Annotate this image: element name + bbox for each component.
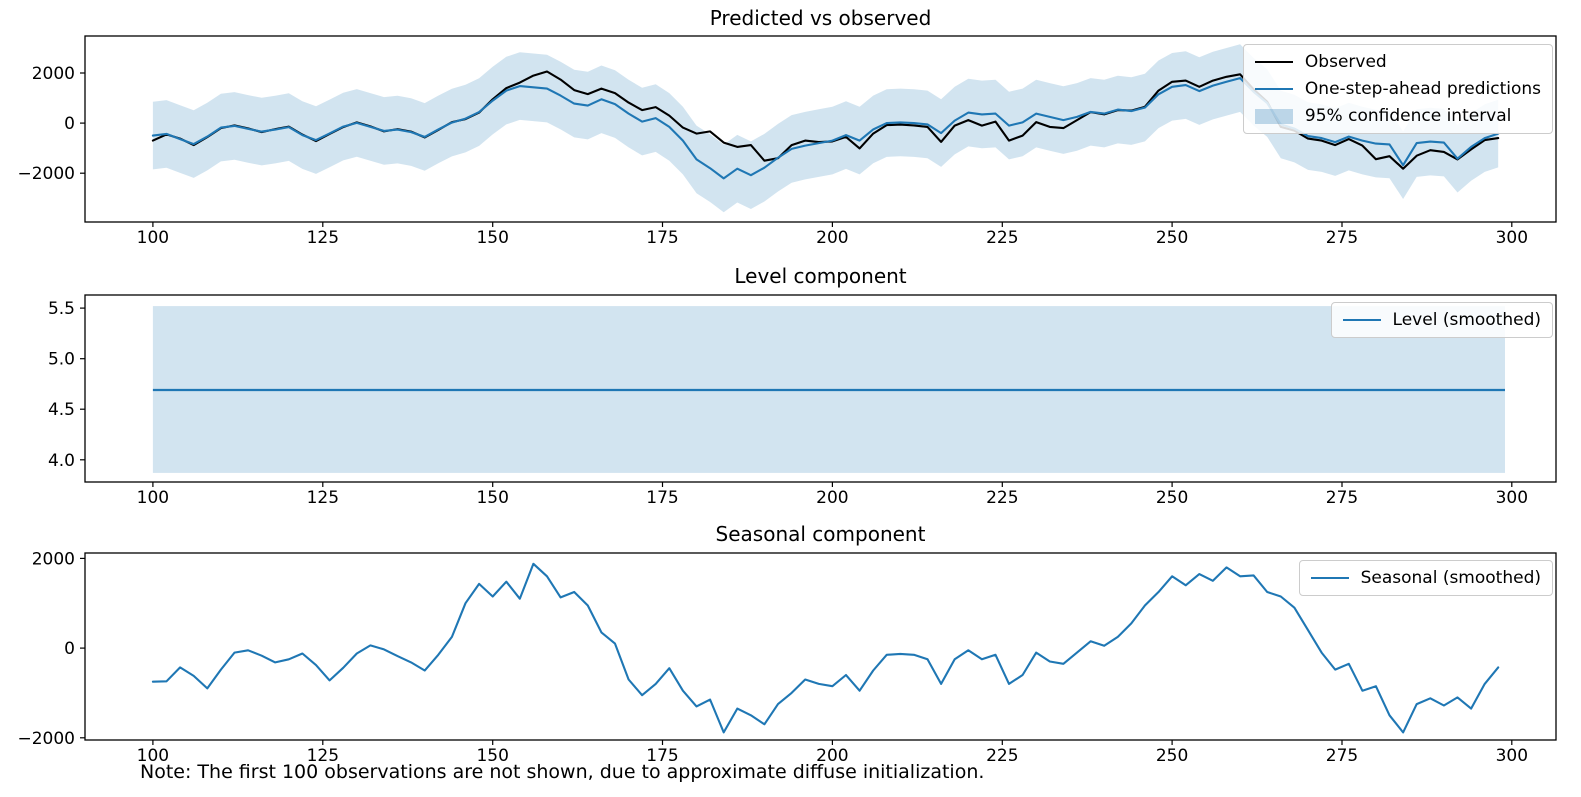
panel-level-component: 100 125 150 175 200 225 250 275 300 4.0 4.5 5.0 5.5 [48,294,1557,508]
x-tick-label: 225 [986,746,1018,766]
x-tick-label: 125 [307,228,339,248]
x-tick-label: 300 [1496,488,1528,508]
legend-label: Seasonal (smoothed) [1360,568,1541,588]
legend-seasonal-component: Seasonal (smoothed) [1298,560,1553,596]
y-tick-label: 4.5 [48,400,75,420]
x-tick-label: 150 [476,488,508,508]
confidence-band [152,44,1499,213]
x-tick-label: 125 [307,488,339,508]
y-tick-label: 5.5 [48,299,75,319]
legend-level-component: Level (smoothed) [1330,302,1553,338]
legend-label: 95% confidence interval [1304,106,1512,126]
figure-note: Note: The first 100 observations are not… [140,761,985,783]
observed-line-sample [1254,61,1293,63]
legend-label: Observed [1304,52,1387,72]
x-tick-label: 250 [1156,228,1188,248]
y-tick-label: 4.0 [48,451,75,471]
x-tick-label: 100 [137,746,169,766]
y-tick-label: −2000 [17,164,75,184]
legend-predicted-vs-observed: Observed One-step-ahead predictions 95% … [1242,44,1553,134]
legend-label: Level (smoothed) [1392,310,1541,330]
confidence-band-sample [1254,108,1293,124]
legend-entry-predictions: One-step-ahead predictions [1254,79,1541,99]
legend-entry-seasonal: Seasonal (smoothed) [1310,568,1541,588]
y-tick-label: 2000 [32,549,75,569]
x-tick-label: 225 [986,228,1018,248]
x-tick-label: 200 [816,746,848,766]
legend-entry-level: Level (smoothed) [1342,310,1541,330]
level-line-sample [1342,319,1381,321]
x-tick-label: 300 [1496,746,1528,766]
seasonal-line-sample [1310,577,1349,579]
x-tick-label: 300 [1496,228,1528,248]
x-tick-label: 275 [1326,746,1358,766]
legend-label: One-step-ahead predictions [1304,79,1541,99]
x-tick-label: 225 [986,488,1018,508]
x-tick-label: 200 [816,488,848,508]
axes-spines [84,35,1557,223]
x-tick-label: 100 [137,228,169,248]
x-tick-label: 175 [646,488,678,508]
legend-entry-observed: Observed [1254,52,1541,72]
panel-predicted-vs-observed: 100 125 150 175 200 225 250 275 300 −2000 0 2000 [17,35,1557,248]
legend-entry-confidence-interval: 95% confidence interval [1254,106,1541,126]
y-tick-label: 0 [64,639,75,659]
seasonal-smoothed--line [151,562,1500,734]
chart-title-predicted-vs-observed: Predicted vs observed [709,6,932,30]
x-tick-label: 275 [1326,488,1358,508]
axes-spines [84,294,1557,483]
axes-spines [84,552,1557,741]
y-tick-label: 0 [64,114,75,134]
y-tick-label: 2000 [32,64,75,84]
x-tick-label: 250 [1156,488,1188,508]
x-tick-label: 125 [307,746,339,766]
x-tick-label: 275 [1326,228,1358,248]
x-tick-label: 200 [816,228,848,248]
chart-title-seasonal-component: Seasonal component [715,522,926,546]
y-tick-label: −2000 [17,729,75,749]
y-tick-label: 5.0 [48,350,75,370]
x-tick-label: 175 [646,746,678,766]
x-tick-label: 150 [476,746,508,766]
x-tick-label: 250 [1156,746,1188,766]
predictions-line-sample [1254,88,1293,90]
x-tick-label: 100 [137,488,169,508]
x-tick-label: 175 [646,228,678,248]
panel-seasonal-component: 100 125 150 175 200 225 250 275 300 −2000 0 2000 [17,549,1557,766]
x-tick-label: 150 [476,228,508,248]
chart-title-level-component: Level component [734,264,907,288]
